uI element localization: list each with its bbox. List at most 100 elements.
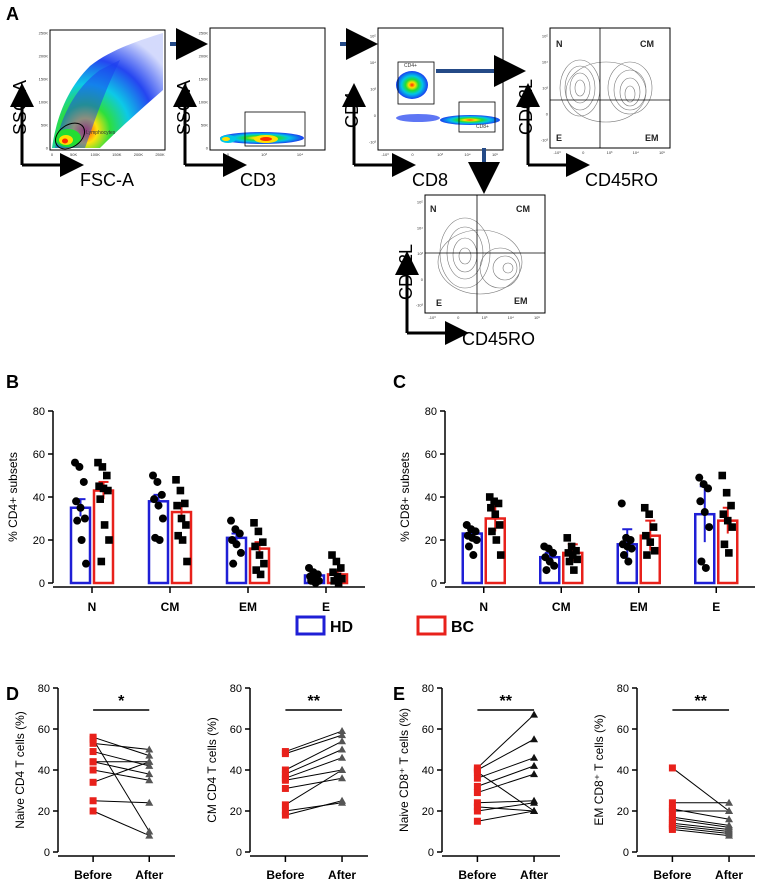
data-point-before	[473, 799, 481, 807]
significance-label: *	[118, 693, 125, 710]
y-tick-label: 40	[230, 765, 242, 777]
x-tick-label-n: N	[88, 600, 97, 614]
data-point-hd	[696, 497, 705, 506]
data-point-bc	[727, 501, 735, 510]
y-tick-label: 80	[230, 683, 242, 695]
y-tick-label: 40	[38, 765, 50, 777]
cd8-quadrant-em: EM	[514, 296, 528, 306]
data-point-hd	[549, 548, 558, 557]
data-point-bc	[182, 521, 190, 529]
x-tick-label-after: After	[135, 868, 163, 882]
data-point-bc	[334, 579, 343, 587]
data-point-before	[668, 825, 676, 833]
data-point-bc	[570, 566, 578, 574]
data-point-after	[725, 831, 734, 839]
y-tick-label: 80	[425, 406, 437, 418]
data-point-before	[281, 801, 289, 809]
flow1-xtick: 0	[51, 152, 54, 157]
data-point-hd	[155, 536, 164, 544]
flow1-xtick: 50K	[70, 152, 77, 157]
flow4-ytick: -10³	[541, 138, 549, 143]
panel-label-c: C	[393, 372, 406, 392]
cd8-quadrant-e: E	[436, 298, 442, 308]
flow5-xtick: 10³	[482, 315, 488, 320]
data-point-hd	[695, 473, 704, 482]
data-point-bc	[567, 542, 576, 551]
paired-line	[285, 734, 343, 755]
flow2-ytick: 250K	[199, 31, 209, 36]
data-point-after	[338, 753, 347, 761]
paired-line	[92, 738, 150, 832]
data-point-bc	[94, 458, 102, 467]
flow3-x-label: CD8	[412, 170, 448, 190]
data-point-before	[473, 807, 481, 815]
paired-line	[672, 828, 730, 837]
data-point-bc	[105, 536, 113, 544]
flow3-y-label: CD4	[342, 92, 362, 128]
data-point-bc	[564, 549, 573, 557]
flow1-ytick: 200K	[39, 54, 49, 59]
flow3-ytick: 10⁴	[370, 60, 376, 65]
data-point-bc	[725, 549, 733, 557]
panel-label-e: E	[393, 684, 405, 704]
y-tick-label: 20	[425, 535, 437, 547]
x-tick-label-before: Before	[653, 868, 691, 882]
flow1-xtick: 150K	[112, 152, 122, 157]
x-tick-label-before: Before	[266, 868, 304, 882]
data-point-after	[145, 776, 154, 784]
flow-plot-cd45ro-cd62l-cd4: N CM E EM CD45RO CD62L	[516, 27, 671, 190]
paired-line	[477, 738, 535, 771]
data-point-after	[530, 770, 539, 778]
data-point-before	[89, 797, 97, 805]
data-point-bc	[259, 538, 267, 546]
flow2-xtick: 10⁴	[297, 152, 303, 157]
x-tick-label-e: E	[322, 600, 330, 614]
data-point-bc	[172, 476, 180, 484]
data-point-hd	[158, 514, 167, 523]
cd8-quadrant-cm: CM	[516, 204, 530, 214]
flow5-ytick: 10⁵	[417, 200, 423, 205]
data-point-bc	[649, 523, 658, 531]
data-point-bc	[95, 482, 103, 491]
panel-label-b: B	[6, 372, 19, 392]
data-point-bc	[98, 463, 107, 471]
flow5-ytick: 0	[421, 277, 424, 282]
data-point-bc	[485, 493, 494, 501]
paired-line	[285, 757, 343, 779]
data-point-after	[145, 798, 154, 806]
data-point-hd	[76, 503, 85, 512]
chart-d1-naive-cd4: 0 20 40 60 80 Naive CD4 T cells (%) Before Afte…	[13, 683, 175, 882]
y-tick-label: 0	[431, 578, 437, 590]
data-point-bc	[176, 486, 185, 495]
data-point-before	[281, 807, 289, 815]
flow1-ytick: 250K	[39, 31, 49, 36]
legend-hd-swatch	[295, 615, 326, 636]
data-point-before	[281, 766, 289, 774]
data-point-before	[473, 768, 481, 776]
paired-line	[285, 777, 343, 789]
legend-hd-label: HD	[330, 619, 353, 636]
y-tick-label: 0	[236, 847, 242, 859]
data-point-hd	[75, 462, 84, 471]
flow4-xtick: 10⁴	[633, 150, 639, 155]
flow-plot-cd45ro-cd62l-cd8: N CM E EM CD45RO CD62L	[395, 194, 546, 349]
y-tick-label: 60	[38, 724, 50, 736]
data-point-bc	[719, 510, 728, 518]
data-point-bc	[646, 538, 655, 546]
paired-line	[285, 740, 343, 771]
data-point-bc	[718, 471, 727, 480]
flow3-ytick: 10⁵	[370, 34, 376, 39]
paired-line	[285, 749, 343, 775]
legend-bc-swatch	[416, 615, 447, 636]
data-point-bc	[487, 503, 495, 512]
x-tick-label-cm: CM	[161, 600, 180, 614]
data-point-bc	[99, 484, 108, 493]
x-tick-label-n: N	[479, 600, 488, 614]
flow4-xtick: 10³	[607, 150, 613, 155]
flow5-xtick: 10⁴	[508, 315, 514, 320]
flow4-ytick: 10⁴	[542, 60, 548, 65]
data-point-after	[145, 761, 154, 769]
paired-line	[477, 771, 535, 812]
data-point-before	[89, 778, 97, 786]
chart-e1-naive-cd8: 0 20 40 60 80 Naive CD8⁺ T cells (%) Before Aft…	[397, 683, 560, 882]
